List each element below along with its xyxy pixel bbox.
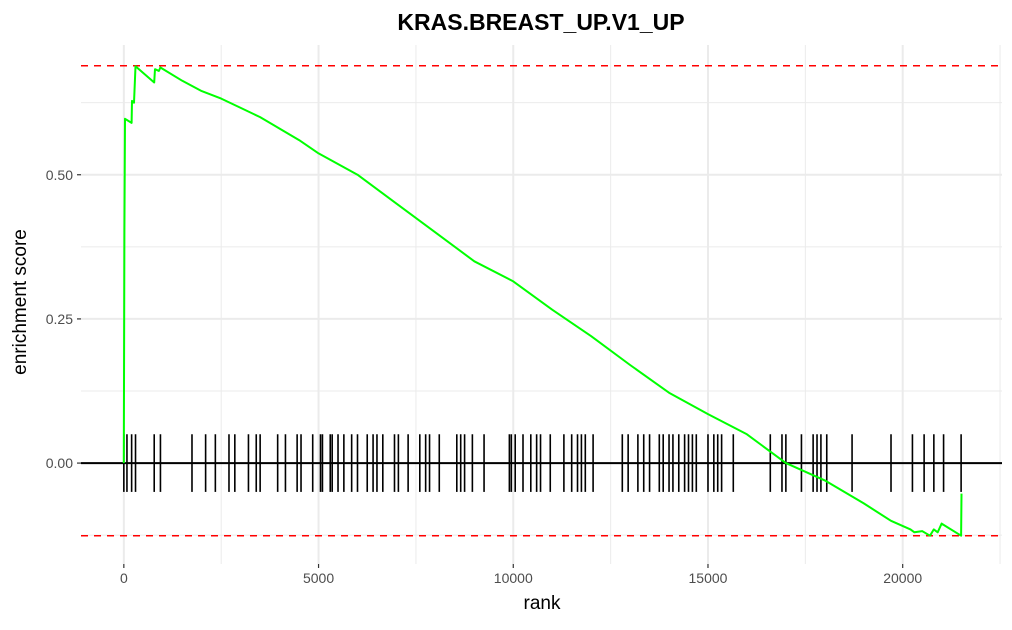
chart-title: KRAS.BREAST_UP.V1_UP	[397, 9, 684, 35]
y-tick-label: 0.50	[46, 167, 73, 183]
x-tick-label: 5000	[303, 570, 334, 586]
x-tick-label: 20000	[883, 570, 922, 586]
y-axis: 0.00 0.25 0.50	[46, 167, 81, 471]
y-axis-label: enrichment score	[10, 229, 31, 375]
y-tick-label: 0.25	[46, 311, 73, 327]
threshold-lines	[81, 64, 1002, 537]
x-tick-label: 0	[120, 570, 128, 586]
enrichment-curve-layer	[122, 65, 963, 537]
enrichment-curve	[122, 65, 963, 537]
x-axis: 0 5000 10000 15000 20000	[120, 564, 922, 586]
x-tick-label: 15000	[689, 570, 728, 586]
hit-ticks	[123, 434, 962, 492]
y-tick-label: 0.00	[46, 455, 73, 471]
x-axis-label: rank	[524, 593, 561, 614]
x-tick-label: 10000	[494, 570, 533, 586]
grid	[81, 45, 1002, 564]
